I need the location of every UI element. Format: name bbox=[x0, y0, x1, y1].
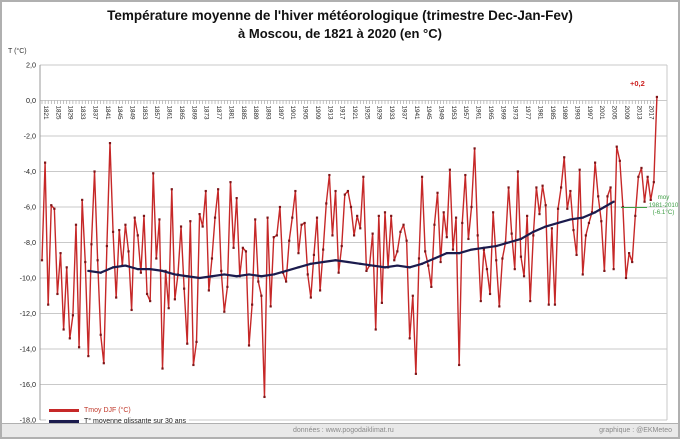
svg-text:1877: 1877 bbox=[215, 106, 222, 121]
mean-annotation: moy 1981-2010 (-6.1°C) bbox=[646, 194, 679, 217]
svg-text:1869: 1869 bbox=[190, 106, 197, 121]
svg-text:1969: 1969 bbox=[499, 106, 506, 121]
svg-text:1925: 1925 bbox=[363, 106, 370, 121]
svg-text:-2,0: -2,0 bbox=[24, 132, 36, 141]
svg-text:1921: 1921 bbox=[351, 106, 358, 121]
svg-text:1953: 1953 bbox=[450, 106, 457, 121]
svg-text:1989: 1989 bbox=[561, 106, 568, 121]
mean-reference-dash bbox=[621, 206, 647, 209]
svg-text:1857: 1857 bbox=[153, 106, 160, 121]
svg-text:2017: 2017 bbox=[648, 106, 655, 121]
svg-text:2005: 2005 bbox=[611, 106, 618, 121]
svg-text:1893: 1893 bbox=[264, 106, 271, 121]
svg-text:2009: 2009 bbox=[623, 106, 630, 121]
svg-text:1909: 1909 bbox=[314, 106, 321, 121]
svg-text:1945: 1945 bbox=[425, 106, 432, 121]
svg-text:-12,0: -12,0 bbox=[20, 309, 36, 318]
svg-text:1849: 1849 bbox=[129, 106, 136, 121]
svg-text:1905: 1905 bbox=[302, 106, 309, 121]
legend-label-moyenne: T° moyenne glissante sur 30 ans bbox=[84, 418, 187, 425]
svg-text:1961: 1961 bbox=[475, 106, 482, 121]
svg-text:1933: 1933 bbox=[388, 106, 395, 121]
mean-annotation-line2: 1981-2010 bbox=[648, 201, 679, 209]
svg-text:1881: 1881 bbox=[227, 106, 234, 121]
svg-text:1993: 1993 bbox=[573, 106, 580, 121]
svg-text:1821: 1821 bbox=[42, 106, 49, 121]
svg-text:1861: 1861 bbox=[166, 106, 173, 121]
svg-text:1837: 1837 bbox=[91, 106, 98, 121]
svg-text:1897: 1897 bbox=[277, 106, 284, 121]
svg-text:1845: 1845 bbox=[116, 106, 123, 121]
svg-text:1833: 1833 bbox=[79, 106, 86, 121]
legend-row-moyenne: T° moyenne glissante sur 30 ans bbox=[49, 416, 186, 427]
svg-text:1937: 1937 bbox=[400, 106, 407, 121]
svg-text:1885: 1885 bbox=[240, 106, 247, 121]
svg-text:0,0: 0,0 bbox=[26, 96, 36, 105]
svg-text:-8,0: -8,0 bbox=[24, 238, 36, 247]
legend-label-tmoy: Tmoy DJF (°C) bbox=[84, 407, 131, 414]
svg-text:1965: 1965 bbox=[487, 106, 494, 121]
svg-text:2,0: 2,0 bbox=[26, 61, 36, 70]
svg-text:1825: 1825 bbox=[54, 106, 61, 121]
footer-data-source: données : www.pogodaiklimat.ru bbox=[293, 427, 394, 434]
legend-swatch-red-line bbox=[49, 409, 79, 412]
svg-text:1829: 1829 bbox=[67, 106, 74, 121]
svg-text:1901: 1901 bbox=[289, 106, 296, 121]
svg-text:1889: 1889 bbox=[252, 106, 259, 121]
last-value-annotation: +0,2 bbox=[630, 79, 645, 88]
svg-text:1997: 1997 bbox=[586, 106, 593, 121]
svg-text:-14,0: -14,0 bbox=[20, 345, 36, 354]
svg-text:-16,0: -16,0 bbox=[20, 380, 36, 389]
svg-text:-18,0: -18,0 bbox=[20, 416, 36, 425]
mean-annotation-line1: moy bbox=[657, 194, 670, 201]
chart-title: Température moyenne de l'hiver météorolo… bbox=[107, 8, 573, 23]
legend-row-tmoy: Tmoy DJF (°C) bbox=[49, 405, 186, 416]
legend-swatch-navy-line bbox=[49, 420, 79, 423]
footer-graphic-credit: graphique : @EKMeteo bbox=[599, 427, 672, 434]
svg-text:1973: 1973 bbox=[512, 106, 519, 121]
svg-text:1913: 1913 bbox=[326, 106, 333, 121]
svg-text:2001: 2001 bbox=[598, 106, 605, 121]
svg-text:1977: 1977 bbox=[524, 106, 531, 121]
svg-text:1949: 1949 bbox=[438, 106, 445, 121]
svg-text:1985: 1985 bbox=[549, 106, 556, 121]
svg-text:1841: 1841 bbox=[104, 106, 111, 121]
svg-text:1981: 1981 bbox=[536, 106, 543, 121]
svg-text:-4,0: -4,0 bbox=[24, 167, 36, 176]
svg-text:-6,0: -6,0 bbox=[24, 203, 36, 212]
chart-subtitle: à Moscou, de 1821 à 2020 (en °C) bbox=[238, 26, 442, 41]
svg-text:1873: 1873 bbox=[203, 106, 210, 121]
svg-text:1853: 1853 bbox=[141, 106, 148, 121]
svg-text:2013: 2013 bbox=[635, 106, 642, 121]
svg-text:-10,0: -10,0 bbox=[20, 274, 36, 283]
svg-text:1865: 1865 bbox=[178, 106, 185, 121]
svg-text:1957: 1957 bbox=[462, 106, 469, 121]
svg-text:1917: 1917 bbox=[339, 106, 346, 121]
mean-annotation-line3: (-6.1°C) bbox=[652, 209, 675, 217]
y-axis-unit-label: T (°C) bbox=[8, 48, 27, 55]
svg-text:1929: 1929 bbox=[376, 106, 383, 121]
svg-text:1941: 1941 bbox=[413, 106, 420, 121]
footer-bar: données : www.pogodaiklimat.ru graphique… bbox=[2, 423, 678, 437]
